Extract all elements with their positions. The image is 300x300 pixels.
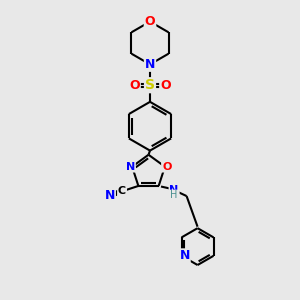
Text: N: N [179, 249, 190, 262]
Text: H: H [170, 190, 178, 200]
Text: N: N [105, 189, 115, 202]
Text: N: N [145, 58, 155, 71]
Text: O: O [162, 162, 171, 172]
Text: O: O [145, 15, 155, 28]
Text: O: O [160, 79, 171, 92]
Text: S: S [145, 78, 155, 92]
Text: N: N [169, 184, 179, 194]
Text: N: N [126, 162, 135, 172]
Text: C: C [118, 186, 126, 196]
Text: O: O [129, 79, 140, 92]
